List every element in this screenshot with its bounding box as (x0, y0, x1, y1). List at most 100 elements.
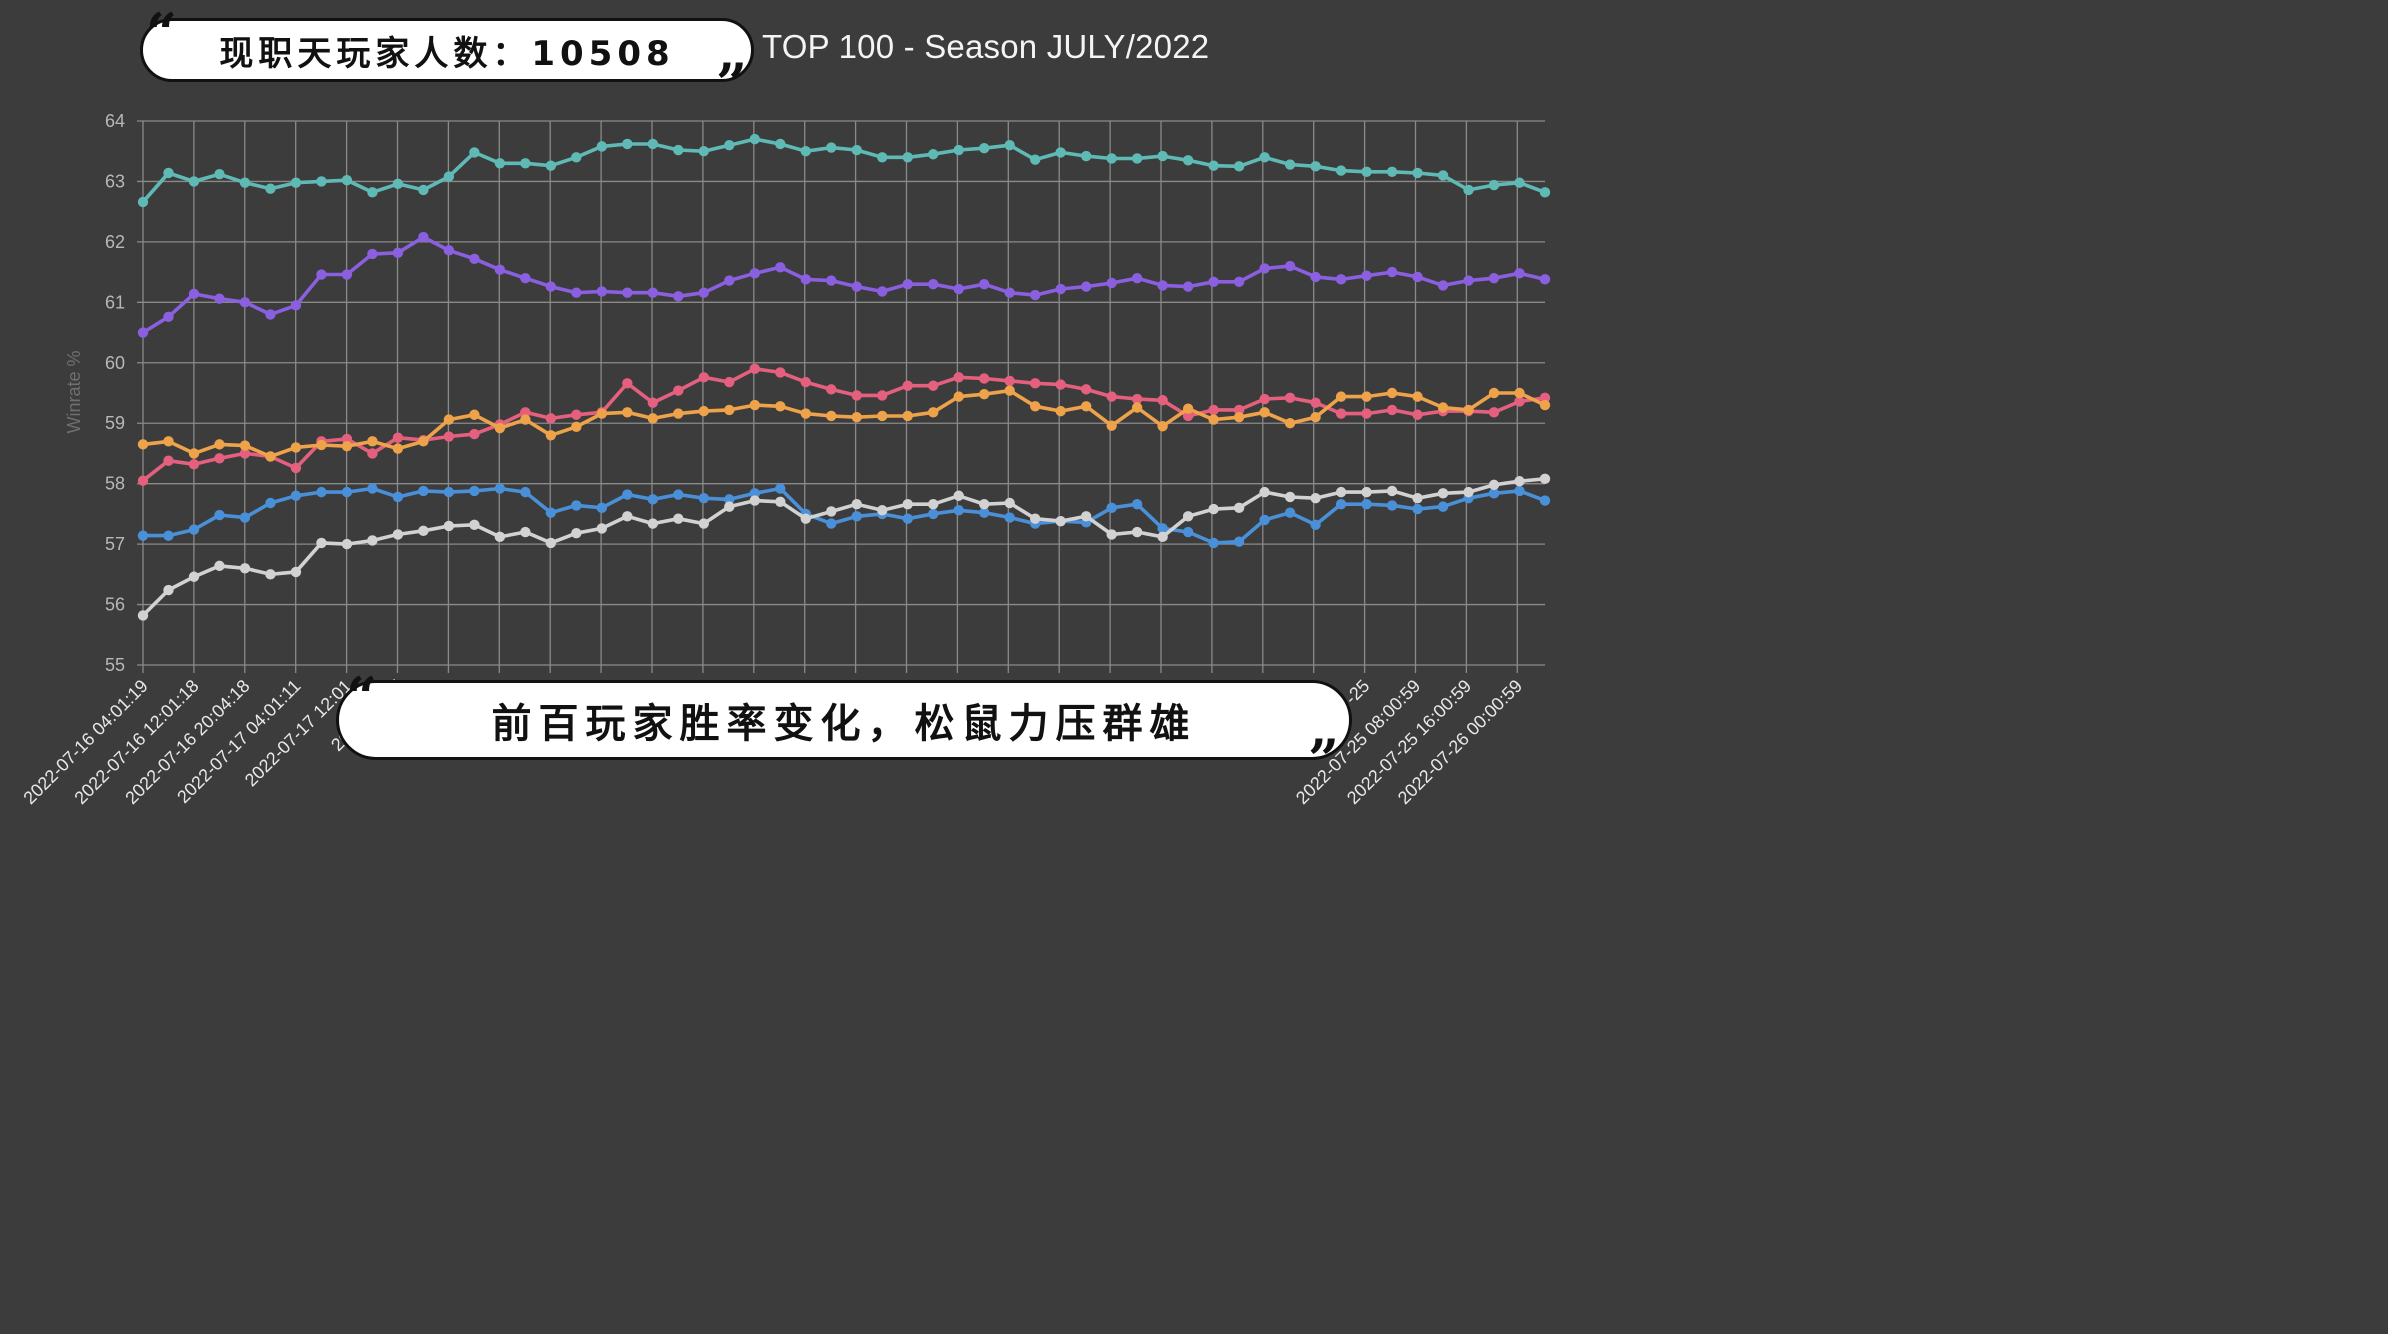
data-point (1361, 391, 1372, 402)
data-point (851, 411, 862, 423)
data-point (953, 505, 964, 516)
data-point (749, 495, 760, 506)
series-line (141, 366, 1546, 483)
data-point (851, 390, 862, 401)
data-point (1310, 411, 1321, 423)
data-point (1004, 385, 1015, 396)
data-point (1182, 403, 1194, 414)
data-point (775, 262, 786, 273)
data-point (698, 492, 709, 504)
data-point (1055, 515, 1066, 527)
data-point (622, 287, 633, 298)
data-point (1463, 404, 1474, 416)
series-1 (137, 133, 1551, 208)
data-point (469, 147, 480, 158)
data-point (214, 509, 225, 521)
data-point (1182, 410, 1194, 422)
data-point (239, 440, 251, 451)
data-point (367, 483, 378, 494)
data-point (1437, 402, 1449, 413)
data-point (545, 507, 557, 518)
data-point (1055, 379, 1066, 390)
data-point (928, 499, 939, 510)
data-point (1259, 263, 1270, 274)
data-point (724, 494, 735, 505)
data-point (1412, 503, 1423, 515)
data-point (1361, 499, 1372, 510)
data-point (698, 372, 709, 383)
data-point (749, 133, 760, 145)
data-point (1361, 486, 1372, 498)
data-point (1080, 511, 1092, 522)
series-6 (137, 473, 1551, 621)
data-point (1106, 529, 1117, 540)
data-point (367, 248, 378, 260)
data-point (1233, 411, 1245, 423)
data-point (673, 513, 684, 524)
data-point (1488, 488, 1500, 499)
data-point (163, 436, 174, 447)
data-point (1514, 177, 1525, 188)
data-point (520, 486, 531, 498)
data-point (1106, 277, 1117, 289)
data-point (622, 407, 633, 418)
data-point (1080, 281, 1092, 292)
data-point (749, 488, 760, 499)
data-point (494, 531, 506, 543)
data-point (571, 500, 582, 511)
data-point (596, 286, 608, 297)
data-point (877, 286, 888, 297)
data-point (214, 168, 225, 180)
data-point (928, 407, 939, 418)
data-point (1259, 152, 1270, 163)
data-point (545, 430, 557, 441)
data-point (1284, 507, 1296, 518)
data-point (214, 293, 225, 304)
data-point (418, 436, 429, 447)
data-point (341, 175, 353, 186)
data-point (1539, 187, 1551, 198)
data-point (1131, 526, 1143, 538)
data-point (673, 489, 684, 500)
data-point (571, 528, 582, 539)
data-point (800, 274, 811, 285)
data-point (953, 490, 964, 501)
y-tick-label: 60 (105, 353, 125, 373)
data-point (1310, 397, 1321, 408)
data-point (1437, 501, 1449, 512)
data-point (1437, 280, 1449, 291)
y-tick-label: 59 (105, 413, 125, 433)
data-point (1335, 486, 1347, 498)
data-point (1335, 165, 1347, 176)
data-point (571, 409, 582, 420)
y-tick-label: 64 (105, 111, 125, 131)
data-point (1386, 500, 1398, 511)
data-point (545, 537, 557, 549)
data-point (1131, 272, 1143, 284)
data-point (724, 139, 735, 151)
data-point (902, 152, 913, 163)
data-point (265, 309, 276, 320)
data-point (239, 177, 251, 188)
data-point (800, 376, 811, 388)
data-point (724, 501, 735, 512)
data-point (775, 138, 786, 150)
data-point (596, 523, 608, 534)
data-point (1029, 289, 1041, 301)
data-point (1488, 179, 1500, 191)
data-point (979, 373, 990, 384)
data-point (290, 490, 302, 501)
data-point (1106, 502, 1117, 514)
data-point (826, 506, 837, 517)
data-point (902, 513, 913, 524)
data-point (290, 566, 302, 578)
data-point (1004, 512, 1015, 523)
data-point (443, 431, 455, 442)
data-point (1361, 166, 1372, 177)
data-point (749, 268, 760, 279)
data-point (1539, 473, 1551, 485)
data-point (494, 264, 506, 275)
data-point (443, 245, 455, 256)
data-point (520, 407, 531, 418)
data-point (902, 380, 913, 391)
